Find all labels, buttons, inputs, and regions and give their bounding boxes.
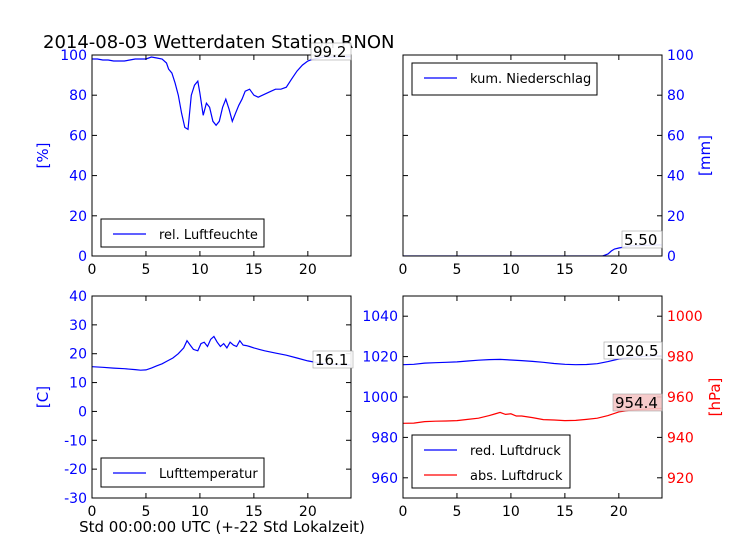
y-tick-label-right: 60 <box>667 128 685 144</box>
y-tick-label-right: 920 <box>667 471 694 487</box>
y-tick-label: 980 <box>371 430 398 446</box>
y-tick-label-right: 1000 <box>667 309 703 325</box>
last-value-label: 954.4 <box>615 394 658 412</box>
y-tick-label: 100 <box>60 48 87 64</box>
y-tick-label: -20 <box>64 462 87 478</box>
plot-frame <box>402 54 663 257</box>
subplot-3: 0 5 10 15 20 -30 -20 -10 0 10 20 30 40 [C] Lufttempera… <box>34 289 354 520</box>
x-tick-label: 5 <box>141 504 150 520</box>
y-tick-label: 0 <box>78 249 87 265</box>
y-axis-label: [C] <box>34 386 52 408</box>
x-tick-label: 5 <box>141 262 150 278</box>
x-tick-label: 10 <box>502 262 520 278</box>
x-tick-label: 10 <box>502 504 520 520</box>
y-tick-label-right: 100 <box>667 48 694 64</box>
x-tick-label: 10 <box>191 262 209 278</box>
y-tick-label-right: 80 <box>667 88 685 104</box>
x-tick-label: 10 <box>191 504 209 520</box>
y-tick-label-right: 960 <box>667 390 694 406</box>
x-tick-label: 15 <box>245 262 263 278</box>
legend-box <box>100 218 265 248</box>
value-annotation-box <box>621 230 663 249</box>
legend-entry: kum. Niederschlag <box>470 72 591 87</box>
legend-entry: rel. Luftfeuchte <box>159 228 258 243</box>
legend-entry: Lufttemperatur <box>159 467 258 482</box>
x-tick-label: 5 <box>452 262 461 278</box>
y-axis-label-right: [mm] <box>696 135 714 176</box>
last-value-label: 16.1 <box>315 351 348 369</box>
y-tick-label: 1020 <box>362 350 398 366</box>
x-tick-label: 20 <box>610 504 628 520</box>
y-axis-label-right: [hPa] <box>706 378 724 417</box>
value-annotation-box <box>603 341 663 360</box>
x-tick-label: 0 <box>399 262 408 278</box>
y-tick-label: 20 <box>69 209 87 225</box>
y-tick-label-right: 940 <box>667 430 694 446</box>
series-line-4-2 <box>403 407 662 424</box>
x-tick-label: 0 <box>88 262 97 278</box>
y-tick-label: -30 <box>64 491 87 507</box>
y-tick-label: 40 <box>69 289 87 305</box>
legend: Lufttemperatur <box>100 457 265 488</box>
y-tick-label: 20 <box>69 347 87 363</box>
legend-entry: abs. Luftdruck <box>470 469 563 484</box>
y-tick-label: 40 <box>69 169 87 185</box>
y-tick-label-right: 20 <box>667 209 685 225</box>
x-tick-label: 15 <box>556 262 574 278</box>
last-value-label: 99.2 <box>313 43 346 61</box>
last-value-label: 1020.5 <box>606 342 659 360</box>
legend: red. Luftdruck abs. Luftdruck <box>411 434 571 489</box>
legend-entry: red. Luftdruck <box>470 444 561 459</box>
subplot-1: 0 5 10 15 20 0 20 40 60 80 100 [%] rel. Luftfeuchte 9… <box>34 42 352 278</box>
y-tick-label-right: 40 <box>667 169 685 185</box>
y-tick-label: 30 <box>69 318 87 334</box>
value-annotation-box <box>612 393 663 412</box>
y-tick-label: 60 <box>69 128 87 144</box>
x-tick-label: 15 <box>556 504 574 520</box>
y-tick-label: 960 <box>371 471 398 487</box>
y-tick-label: 1040 <box>362 309 398 325</box>
x-tick-label: 0 <box>399 504 408 520</box>
x-tick-label: 5 <box>452 504 461 520</box>
y-tick-label: 0 <box>78 404 87 420</box>
legend: rel. Luftfeuchte <box>100 218 265 248</box>
x-tick-label: 20 <box>299 262 317 278</box>
y-tick-label: 10 <box>69 376 87 392</box>
x-axis-label: Std 00:00:00 UTC (+-22 Std Lokalzeit) <box>79 518 365 536</box>
y-axis-label: [%] <box>34 143 52 169</box>
subplot-2: 0 5 10 15 20 0 20 40 60 80 100 [mm] kum. Niederschla… <box>399 48 714 278</box>
y-tick-label: 1000 <box>362 390 398 406</box>
y-tick-label: 80 <box>69 88 87 104</box>
x-tick-label: 20 <box>610 262 628 278</box>
last-value-label: 5.50 <box>624 231 657 249</box>
y-tick-label-right: 0 <box>667 249 676 265</box>
legend-box <box>411 62 598 96</box>
y-tick-label-right: 980 <box>667 350 694 366</box>
plot-frame <box>91 295 352 499</box>
series-line-3-1 <box>92 335 351 371</box>
plot-frame <box>91 54 352 257</box>
legend-box <box>411 434 571 489</box>
x-tick-label: 20 <box>299 504 317 520</box>
x-tick-label: 15 <box>245 504 263 520</box>
x-tick-label: 0 <box>88 504 97 520</box>
value-annotation-box <box>310 42 352 61</box>
figure-title: 2014-08-03 Wetterdaten Station RNON <box>43 32 394 53</box>
y-tick-label: -10 <box>64 433 87 449</box>
subplot-4: 0 5 10 15 20 960 980 1000 1020 1040 920 940 960 980 10… <box>362 295 724 520</box>
value-annotation-box <box>312 350 354 369</box>
legend: kum. Niederschlag <box>411 62 598 96</box>
